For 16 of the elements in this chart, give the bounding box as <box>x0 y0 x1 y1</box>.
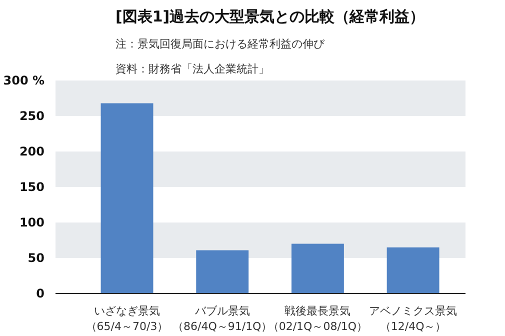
text: 注：景気回復局面における経常利益の伸び <box>116 38 326 50</box>
bar <box>386 247 440 294</box>
y-tick-label: 250 <box>19 109 45 123</box>
x-tick-label: いざなぎ景気（65/4～70/3） <box>86 304 168 334</box>
y-tick-label: 100 <box>19 216 45 230</box>
y-tick-label: 50 <box>28 251 45 265</box>
y-tick-label: 150 <box>19 180 45 194</box>
y-tick-label: 200 <box>19 144 45 158</box>
bar <box>100 103 154 294</box>
x-tick-label: アベノミクス景気（12/4Q～） <box>369 304 458 334</box>
bar <box>291 244 344 294</box>
y-tick-label: 300 % <box>3 74 44 88</box>
y-tick-label: 0 <box>36 286 45 300</box>
bar <box>196 250 249 294</box>
text: 資料：財務省「法人企業統計」 <box>116 62 270 76</box>
chart-title: [図表1]過去の大型景気との比較（経常利益） <box>116 8 425 26</box>
